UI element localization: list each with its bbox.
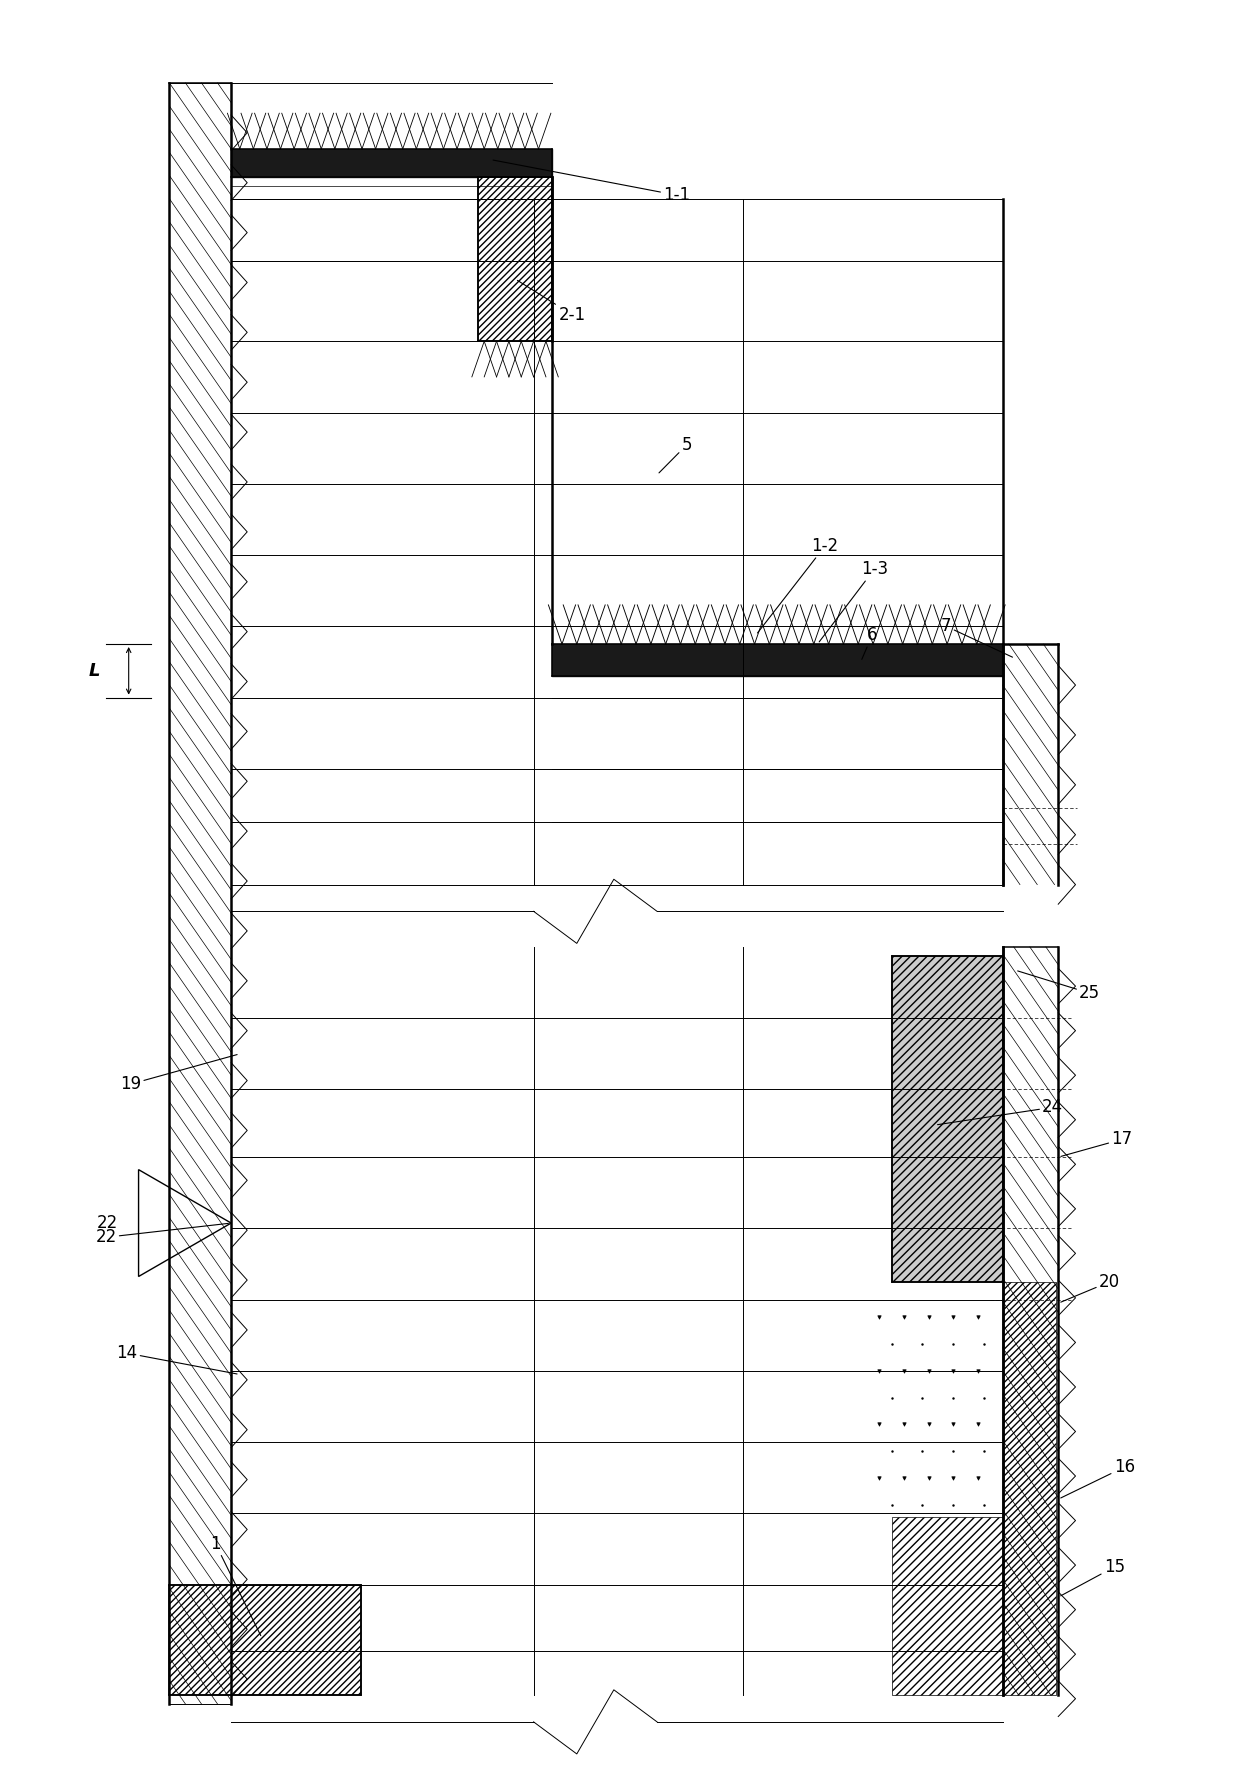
Text: 6: 6 [862,625,878,659]
Text: 19: 19 [120,1054,237,1094]
Polygon shape [479,177,552,341]
Text: 16: 16 [1060,1458,1135,1498]
Text: 17: 17 [1061,1131,1132,1156]
Text: 22: 22 [97,1213,118,1231]
Polygon shape [892,956,1003,1281]
Text: 14: 14 [117,1344,237,1374]
Polygon shape [892,1517,1003,1696]
Text: 20: 20 [1060,1272,1120,1303]
Text: 5: 5 [658,436,692,474]
Polygon shape [1003,1281,1055,1696]
Text: 25: 25 [1018,970,1100,1003]
Text: 7: 7 [941,617,1013,658]
Text: 1-2: 1-2 [758,538,838,633]
Polygon shape [170,1585,361,1696]
Text: L: L [88,661,100,679]
Text: 2-1: 2-1 [517,281,585,323]
Text: 22: 22 [95,1224,228,1246]
Text: 1-1: 1-1 [494,161,691,204]
Text: 1: 1 [210,1535,260,1635]
Text: 15: 15 [1060,1558,1125,1596]
Text: 24: 24 [937,1099,1064,1124]
Text: 1-3: 1-3 [820,561,888,642]
